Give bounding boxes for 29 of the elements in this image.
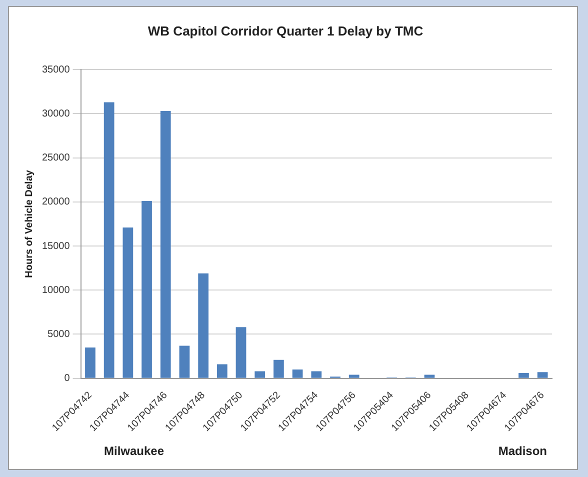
bar [518,373,529,378]
bar [142,201,152,378]
y-axis-title: Hours of Vehicle Delay [24,170,35,278]
bar [236,327,246,378]
bar [274,360,284,378]
y-tick-label: 15000 [42,240,70,252]
bar [198,273,208,378]
y-tick-label: 5000 [48,328,70,340]
bar [537,372,548,378]
y-tick-label: 0 [64,373,70,384]
y-tick-label: 20000 [42,196,70,208]
bar [104,102,114,378]
bar [424,374,435,378]
chart-title: WB Capitol Corridor Quarter 1 Delay by TMC [148,23,424,38]
y-tick-label: 10000 [42,284,70,296]
text: Milwaukee [104,444,164,458]
bar [122,228,134,378]
bar [160,111,171,378]
bar [254,371,266,378]
bar [85,347,96,378]
y-tick-label: 30000 [42,108,70,120]
bar [292,370,303,378]
y-tick-label: 35000 [42,64,70,76]
text: Madison [498,444,547,458]
bar [179,346,190,378]
y-tick-label: 25000 [42,152,70,164]
bar [216,364,228,378]
bar [348,374,360,378]
bar [311,371,322,378]
